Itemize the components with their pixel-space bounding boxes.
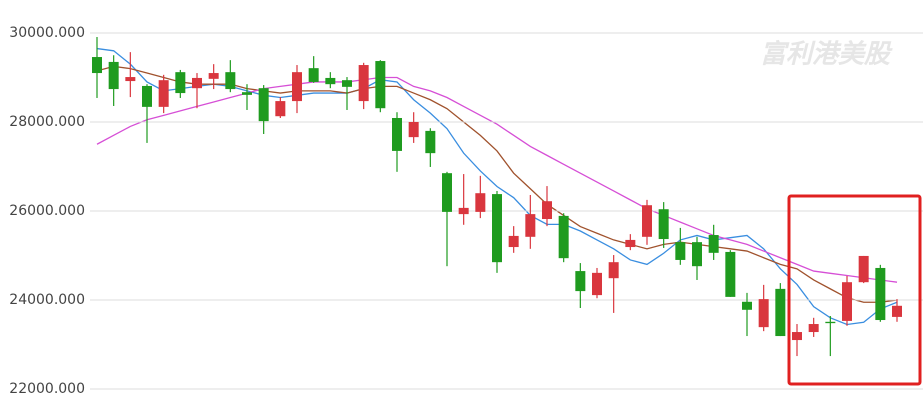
candle-body	[758, 299, 769, 328]
candle-body	[158, 80, 169, 107]
candle-body	[142, 85, 152, 107]
y-tick-label: 28000.000	[9, 114, 85, 130]
candle-body	[208, 73, 219, 79]
candle-body	[592, 272, 602, 296]
candle-body	[192, 77, 202, 89]
candle-body	[508, 235, 519, 248]
candle-body	[275, 101, 286, 117]
candle-body	[425, 130, 436, 154]
candle-body	[842, 282, 852, 321]
candle-body	[258, 88, 269, 122]
candle-body	[292, 72, 302, 102]
candle-body	[125, 77, 136, 82]
candle-body	[458, 207, 469, 215]
candle-body	[775, 288, 786, 337]
candle-body	[358, 65, 369, 102]
candle-body	[92, 57, 102, 74]
moving-average-line	[96, 76, 898, 283]
candle-body	[825, 321, 836, 324]
y-tick-label: 24000.000	[9, 292, 85, 308]
candle-body	[725, 251, 736, 297]
candle-body	[742, 301, 752, 310]
candle-body	[875, 267, 886, 321]
candle-body	[858, 255, 869, 283]
candle-body	[492, 194, 502, 263]
candle-body	[408, 122, 419, 138]
candle-body	[525, 214, 536, 237]
candle-body	[675, 242, 686, 260]
candle-body	[658, 209, 669, 240]
highlight-box	[787, 194, 922, 386]
candle-body	[375, 61, 386, 109]
candle-body	[808, 324, 819, 333]
candle-body	[625, 239, 636, 248]
watermark: 富利港美股	[760, 40, 893, 70]
candle-body	[558, 215, 569, 259]
moving-average-line	[96, 47, 898, 326]
candle-body	[892, 305, 902, 317]
candle-body	[475, 193, 486, 212]
candle-body	[392, 117, 402, 151]
y-tick-label: 22000.000	[9, 381, 85, 397]
candle-body	[542, 201, 552, 220]
candle-body	[642, 205, 652, 237]
candle-body	[242, 92, 252, 95]
candle-body	[608, 262, 619, 279]
candle-body	[692, 242, 702, 267]
candle-body	[175, 72, 186, 94]
candle-body	[575, 271, 586, 292]
candle-body	[225, 72, 236, 90]
candle-body	[325, 77, 336, 85]
y-tick-label: 26000.000	[9, 203, 85, 219]
candle-body	[708, 235, 719, 253]
candle-body	[442, 173, 452, 212]
y-tick-label: 30000.000	[9, 25, 85, 41]
candle-body	[108, 61, 119, 90]
candle-body	[342, 80, 352, 87]
candle-body	[308, 68, 319, 82]
candle-body	[792, 332, 802, 341]
